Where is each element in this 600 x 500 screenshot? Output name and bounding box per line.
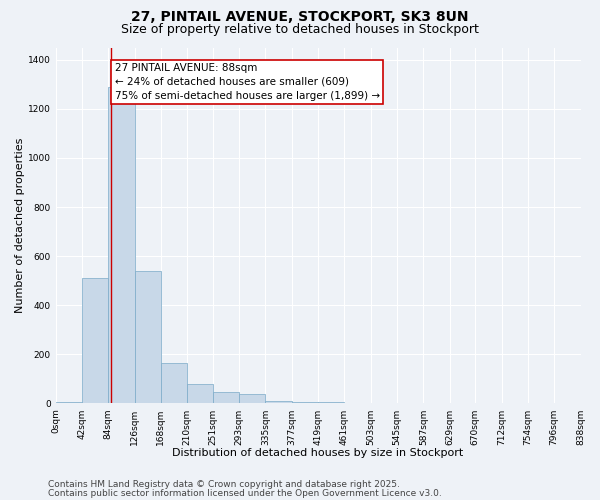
Bar bbox=[239, 394, 265, 404]
Bar bbox=[292, 402, 318, 404]
Bar bbox=[187, 384, 213, 404]
Text: Contains HM Land Registry data © Crown copyright and database right 2025.: Contains HM Land Registry data © Crown c… bbox=[48, 480, 400, 489]
Bar bbox=[56, 402, 82, 404]
Text: 27 PINTAIL AVENUE: 88sqm
← 24% of detached houses are smaller (609)
75% of semi-: 27 PINTAIL AVENUE: 88sqm ← 24% of detach… bbox=[115, 63, 380, 101]
Text: 27, PINTAIL AVENUE, STOCKPORT, SK3 8UN: 27, PINTAIL AVENUE, STOCKPORT, SK3 8UN bbox=[131, 10, 469, 24]
Text: Size of property relative to detached houses in Stockport: Size of property relative to detached ho… bbox=[121, 22, 479, 36]
X-axis label: Distribution of detached houses by size in Stockport: Distribution of detached houses by size … bbox=[172, 448, 464, 458]
Bar bbox=[82, 278, 108, 404]
Bar bbox=[265, 401, 292, 404]
Bar bbox=[213, 392, 239, 404]
Bar bbox=[108, 87, 134, 404]
Y-axis label: Number of detached properties: Number of detached properties bbox=[15, 138, 25, 313]
Bar bbox=[161, 363, 187, 404]
Text: Contains public sector information licensed under the Open Government Licence v3: Contains public sector information licen… bbox=[48, 488, 442, 498]
Bar bbox=[318, 402, 344, 404]
Bar bbox=[134, 271, 161, 404]
